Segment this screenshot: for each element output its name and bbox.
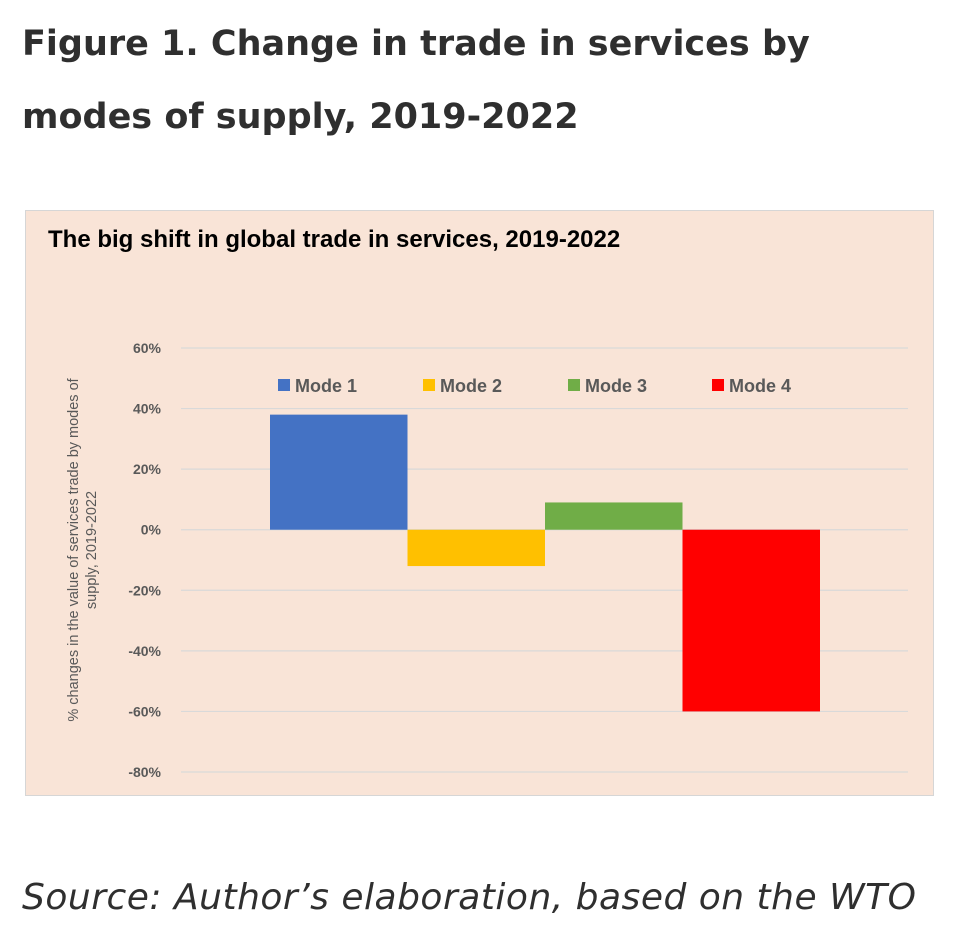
legend-swatch bbox=[568, 379, 580, 391]
y-axis-ticks: 60% 40% 20% 0% -20% -40% -60% -80% bbox=[128, 340, 161, 780]
y-tick-label: 40% bbox=[133, 401, 162, 417]
y-tick-label: 60% bbox=[133, 340, 162, 356]
y-tick-label: 20% bbox=[133, 461, 162, 477]
bar-mode-1 bbox=[270, 414, 408, 530]
legend-item-mode-1: Mode 1 bbox=[278, 376, 357, 396]
bar-mode-4 bbox=[682, 529, 820, 712]
y-tick-label: -40% bbox=[128, 643, 161, 659]
y-tick-label: -60% bbox=[128, 703, 161, 719]
bar-mode-3 bbox=[545, 502, 683, 530]
legend-label: Mode 2 bbox=[440, 376, 502, 396]
y-axis-label-group: % changes in the value of services trade… bbox=[66, 377, 100, 721]
legend-swatch bbox=[278, 379, 290, 391]
y-tick-label: -80% bbox=[128, 764, 161, 780]
legend-item-mode-2: Mode 2 bbox=[423, 376, 502, 396]
legend-label: Mode 4 bbox=[729, 376, 791, 396]
legend-swatch bbox=[423, 379, 435, 391]
legend-item-mode-4: Mode 4 bbox=[712, 376, 791, 396]
legend-swatch bbox=[712, 379, 724, 391]
legend-label: Mode 3 bbox=[585, 376, 647, 396]
y-tick-label: 0% bbox=[141, 522, 162, 538]
legend-label: Mode 1 bbox=[295, 376, 357, 396]
legend-item-mode-3: Mode 3 bbox=[568, 376, 647, 396]
chart-container: The big shift in global trade in service… bbox=[25, 210, 934, 796]
y-axis-label: % changes in the value of services trade… bbox=[66, 377, 100, 721]
legend: Mode 1 Mode 2 Mode 3 Mode 4 bbox=[278, 376, 791, 396]
y-tick-label: -20% bbox=[128, 582, 161, 598]
chart-title: The big shift in global trade in service… bbox=[48, 226, 620, 253]
bar-chart: The big shift in global trade in service… bbox=[48, 226, 908, 780]
source-note: Source: Author’s elaboration, based on t… bbox=[22, 877, 917, 918]
figure-title: Figure 1. Change in trade in services by… bbox=[22, 24, 810, 137]
bar-mode-2 bbox=[407, 529, 545, 567]
bars bbox=[270, 414, 820, 712]
